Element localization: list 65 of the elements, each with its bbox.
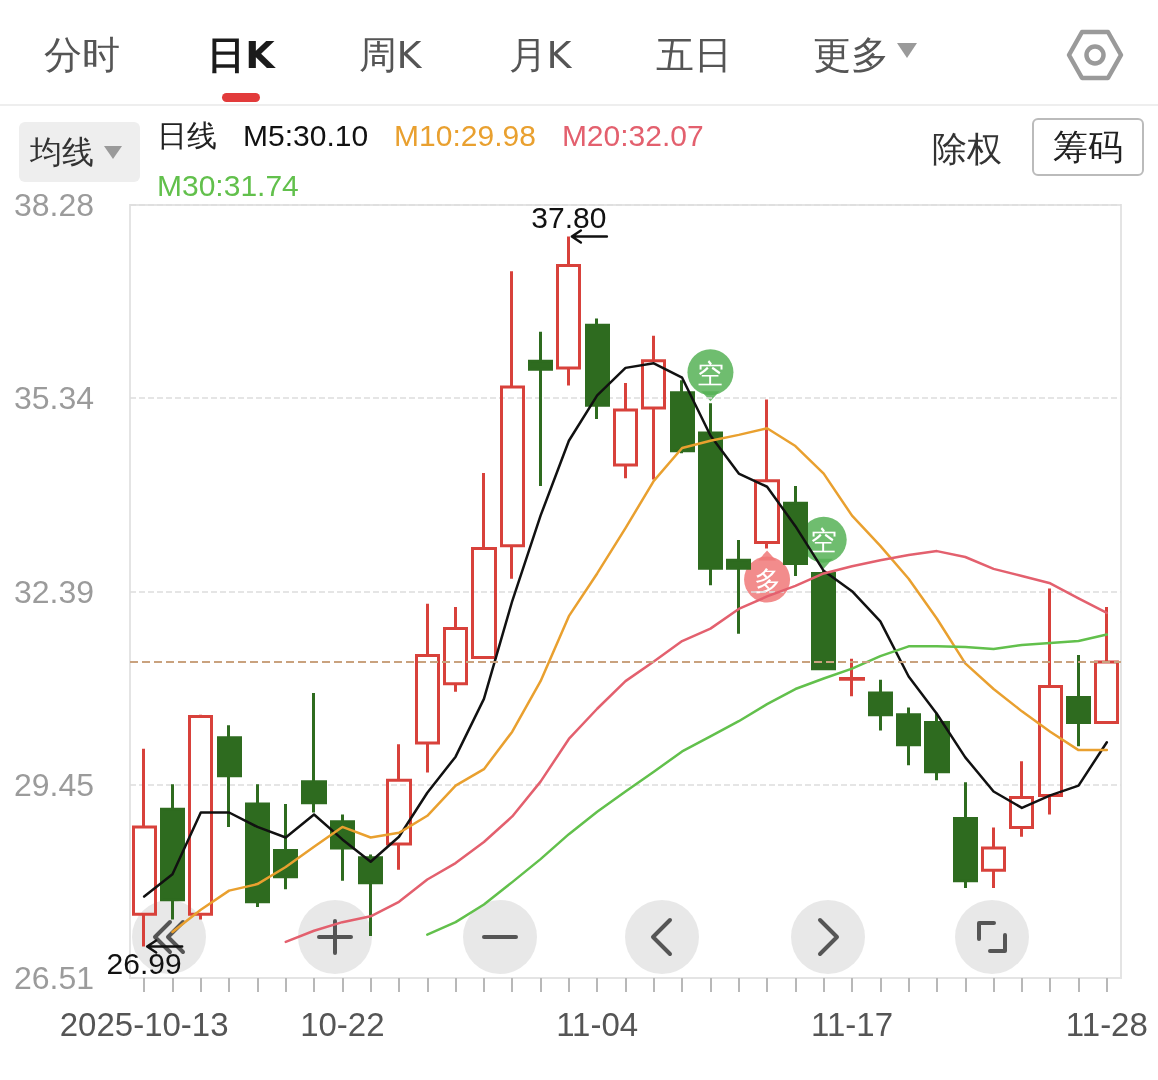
line-series xyxy=(171,427,1109,934)
x-tick-label: 10-22 xyxy=(300,1006,385,1043)
candlestick xyxy=(415,603,440,773)
dropdown: 均线 xyxy=(19,122,140,182)
text: 月K xyxy=(508,33,572,77)
candlestick xyxy=(188,714,213,920)
annotation: 37.80 xyxy=(531,201,607,235)
candlestick xyxy=(585,318,610,420)
text: M10:29.98 xyxy=(394,118,536,154)
x-tick-label: 11-28 xyxy=(1065,1006,1148,1043)
candlestick xyxy=(217,725,242,827)
x-tick-label: 2025-10-13 xyxy=(59,1006,229,1043)
text: 五日 xyxy=(656,33,732,77)
candlestick xyxy=(386,744,412,870)
candlestick xyxy=(160,784,185,920)
candlestick xyxy=(273,803,298,890)
candlestick xyxy=(981,827,1006,889)
candlestick xyxy=(613,382,638,479)
text: 除权 xyxy=(932,129,1002,169)
y-tick-label: 26.51 xyxy=(14,960,95,996)
candlestick xyxy=(301,692,327,813)
text: 日K xyxy=(207,33,275,77)
annotation: 26.99 xyxy=(106,946,182,980)
line-series xyxy=(426,633,1109,936)
y-tick-label: 35.34 xyxy=(14,380,95,417)
x-tick-label: 11-17 xyxy=(811,1006,893,1043)
text: 更多 xyxy=(813,33,889,77)
text: 分时 xyxy=(44,33,120,77)
candlestick xyxy=(924,712,950,781)
candlestick xyxy=(443,606,468,692)
text: M20:32.07 xyxy=(561,118,704,154)
candlestick xyxy=(1038,588,1063,815)
legend-title: 日线 xyxy=(157,117,217,155)
y-tick-label: 29.45 xyxy=(14,766,95,803)
candlestick xyxy=(953,782,978,889)
text: M5:30.10 xyxy=(243,118,369,154)
y-tick-label: 38.28 xyxy=(14,187,95,223)
candlestick xyxy=(245,784,270,908)
annotation: 多 xyxy=(753,564,781,596)
candlestick xyxy=(839,658,865,697)
candlestick xyxy=(698,403,723,586)
candlestick xyxy=(868,679,893,731)
text: 周K xyxy=(358,33,422,77)
candlestick xyxy=(556,236,581,386)
candlestick xyxy=(528,331,553,487)
y-tick-label: 32.39 xyxy=(14,573,95,610)
candlestick xyxy=(641,335,666,480)
candlestick xyxy=(358,854,383,936)
x-tick-label: 11-04 xyxy=(556,1006,639,1043)
candlestick xyxy=(783,486,808,577)
text: M30:31.74 xyxy=(157,168,299,204)
candlestick xyxy=(896,707,921,766)
candlestick xyxy=(670,380,695,454)
candlestick xyxy=(500,271,525,579)
line-series xyxy=(142,362,1109,898)
candlestick xyxy=(471,472,497,659)
candlestick xyxy=(754,399,780,549)
candlestick xyxy=(811,571,836,671)
candlestick xyxy=(1066,654,1091,747)
candlestick xyxy=(1009,761,1034,837)
candlestick xyxy=(726,539,751,634)
button: 筹码 xyxy=(1032,118,1144,176)
annotation: 空 xyxy=(696,357,724,389)
annotation: 空 xyxy=(810,525,838,557)
candlestick xyxy=(132,748,157,947)
